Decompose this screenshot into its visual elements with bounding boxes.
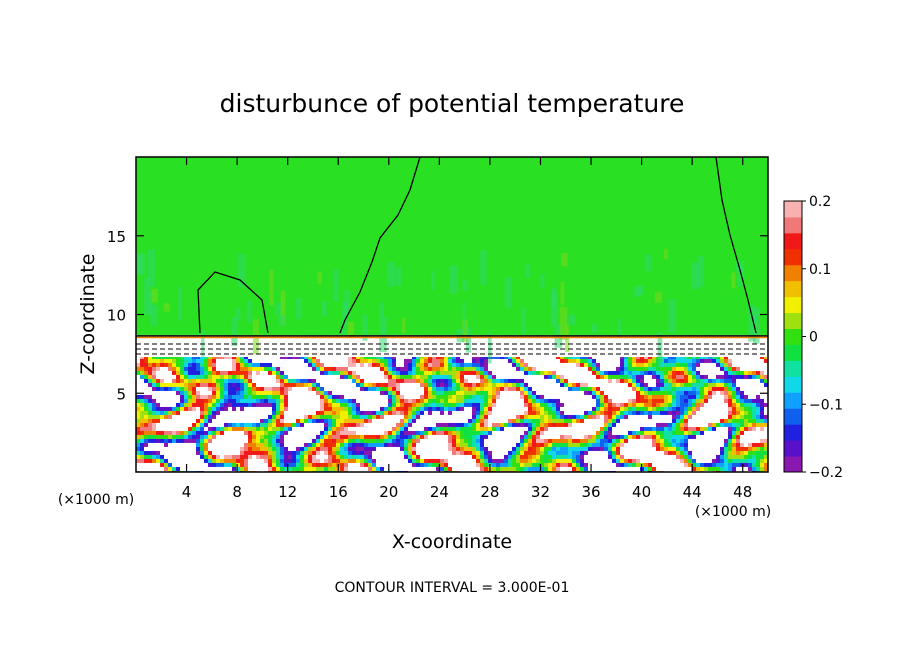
colorbar-swatch xyxy=(784,216,802,234)
x-tick-label: 4 xyxy=(182,483,192,501)
colorbar-swatch xyxy=(784,296,802,314)
colorbar-ticks: 0.2 0.1 0 −0.1 −0.2 xyxy=(802,194,843,481)
x-tick-label: 28 xyxy=(480,483,499,501)
x-tick-label: 40 xyxy=(632,483,651,501)
colorbar-swatch xyxy=(784,264,802,282)
contour-interval-note: CONTOUR INTERVAL = 3.000E-01 xyxy=(335,580,570,596)
x-tick-label: 32 xyxy=(531,483,550,501)
colorbar-tick-label: −0.2 xyxy=(809,465,843,481)
upper-layer-streaks xyxy=(136,248,760,368)
x-axis-label: X-coordinate xyxy=(392,531,512,553)
x-axis-unit: (×1000 m) xyxy=(695,504,771,520)
y-axis-unit: (×1000 m) xyxy=(58,492,134,508)
x-tick-label: 48 xyxy=(733,483,752,501)
x-axis-ticks: 4 8 12 16 20 24 28 32 36 40 44 48 xyxy=(182,157,752,501)
colorbar-swatch xyxy=(784,201,802,218)
chart-title: disturbunce of potential temperature xyxy=(220,89,685,118)
upper-zero-contour xyxy=(197,271,269,334)
colorbar-swatch xyxy=(784,280,802,298)
colorbar-swatches xyxy=(784,201,802,473)
x-tick-label: 16 xyxy=(329,483,348,501)
upper-layer-field xyxy=(136,157,768,337)
colorbar-swatch xyxy=(784,376,802,393)
colorbar-swatch xyxy=(784,232,802,250)
colorbar-swatch xyxy=(784,328,802,345)
colorbar-tick-label: 0.2 xyxy=(809,194,831,210)
colorbar-swatch xyxy=(784,456,802,473)
y-axis-ticks: 5 10 15 xyxy=(107,228,768,403)
colorbar-swatch xyxy=(784,312,802,330)
x-tick-label: 44 xyxy=(683,483,702,501)
colorbar-swatch xyxy=(784,248,802,266)
contour-lines xyxy=(136,157,768,355)
interface-band xyxy=(136,334,768,358)
colorbar-swatch xyxy=(784,360,802,377)
x-tick-label: 20 xyxy=(379,483,398,501)
colorbar-swatch xyxy=(784,408,802,425)
x-tick-label: 24 xyxy=(430,483,449,501)
y-tick-label: 10 xyxy=(107,307,126,325)
colorbar: 0.2 0.1 0 −0.1 −0.2 xyxy=(783,194,843,481)
colorbar-swatch xyxy=(784,344,802,361)
colorbar-swatch xyxy=(784,440,802,457)
y-tick-label: 5 xyxy=(116,385,126,403)
lower-layer-field xyxy=(136,334,768,472)
colorbar-tick-label: 0.1 xyxy=(809,262,831,278)
x-tick-label: 8 xyxy=(232,483,242,501)
upper-zero-contour xyxy=(339,157,757,334)
x-tick-label: 36 xyxy=(581,483,600,501)
y-tick-label: 15 xyxy=(107,228,126,246)
x-tick-label: 12 xyxy=(278,483,297,501)
colorbar-swatch xyxy=(784,392,802,409)
colorbar-tick-label: 0 xyxy=(809,330,818,346)
colorbar-tick-label: −0.1 xyxy=(809,397,843,413)
y-axis-label: Z-coordinate xyxy=(77,254,99,375)
colorbar-swatch xyxy=(784,424,802,441)
